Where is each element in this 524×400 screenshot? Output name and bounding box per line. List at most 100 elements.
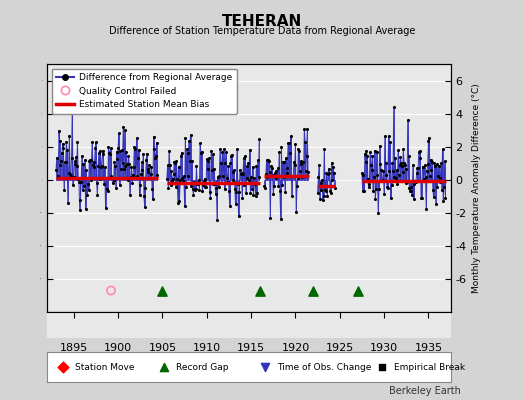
Point [188,158,196,164]
Point [366,149,374,155]
Point [424,138,433,145]
Point [376,143,384,149]
Point [392,175,400,182]
Point [187,182,195,189]
Point [68,155,76,161]
Point [403,178,411,185]
Point [286,149,294,156]
Point [360,188,368,195]
Point [70,174,78,180]
Point [114,145,122,151]
Point [416,155,424,162]
Point [203,166,212,172]
Point [358,188,367,194]
Point [225,202,234,209]
Point [330,170,338,177]
Point [183,173,192,179]
Point [56,138,64,144]
Point [295,148,303,155]
Point [65,133,73,139]
Point [437,160,445,166]
Point [138,167,147,173]
Point [59,364,68,370]
Point [220,186,228,192]
Point [236,171,245,177]
Point [327,190,335,196]
Point [274,165,282,171]
Point [147,164,156,170]
Point [268,172,277,178]
Point [432,161,441,167]
Point [191,187,199,193]
Point [287,132,295,139]
Point [76,197,84,204]
Point [142,157,150,163]
Point [178,150,186,156]
Point [56,162,64,168]
Point [169,171,178,178]
Point [60,187,68,193]
Point [313,190,322,196]
Point [122,149,130,155]
Point [138,159,146,166]
Point [192,163,201,170]
Point [171,184,180,190]
Point [115,130,123,136]
Point [328,177,336,184]
Point [395,172,403,178]
Point [200,178,208,184]
Point [228,169,237,176]
Point [169,176,177,182]
Point [182,184,190,191]
Point [253,189,261,196]
Point [113,148,121,155]
Point [208,166,216,173]
Point [293,175,302,181]
Point [77,179,85,185]
Point [439,198,447,205]
Point [367,162,375,168]
Point [438,186,446,193]
Point [371,196,379,202]
Point [410,181,419,188]
Point [108,175,116,181]
Point [255,136,264,142]
Point [83,191,91,198]
Point [205,188,214,195]
Point [63,200,72,206]
Point [293,183,301,190]
Point [184,150,192,156]
Point [412,179,420,186]
Point [103,186,111,192]
Point [71,158,80,164]
Point [265,158,273,164]
Point [411,178,419,184]
Point [99,151,107,158]
Point [264,157,272,164]
Point [418,195,426,201]
Text: Berkeley Earth: Berkeley Earth [389,386,461,396]
Point [234,213,243,219]
Point [180,203,189,209]
Point [364,176,372,183]
Point [378,178,386,184]
Point [373,172,381,178]
Point [191,185,200,192]
Point [144,168,152,175]
Point [211,181,219,187]
Point [322,170,331,177]
Point [398,169,407,176]
Point [362,159,370,165]
Point [261,184,269,191]
Point [225,188,233,194]
Point [402,180,410,186]
Point [389,104,398,110]
Point [151,155,159,161]
Point [441,158,449,165]
Point [369,174,378,180]
Point [385,168,394,174]
Point [284,140,292,146]
Point [216,146,224,152]
Point [52,167,60,174]
Point [359,172,368,178]
